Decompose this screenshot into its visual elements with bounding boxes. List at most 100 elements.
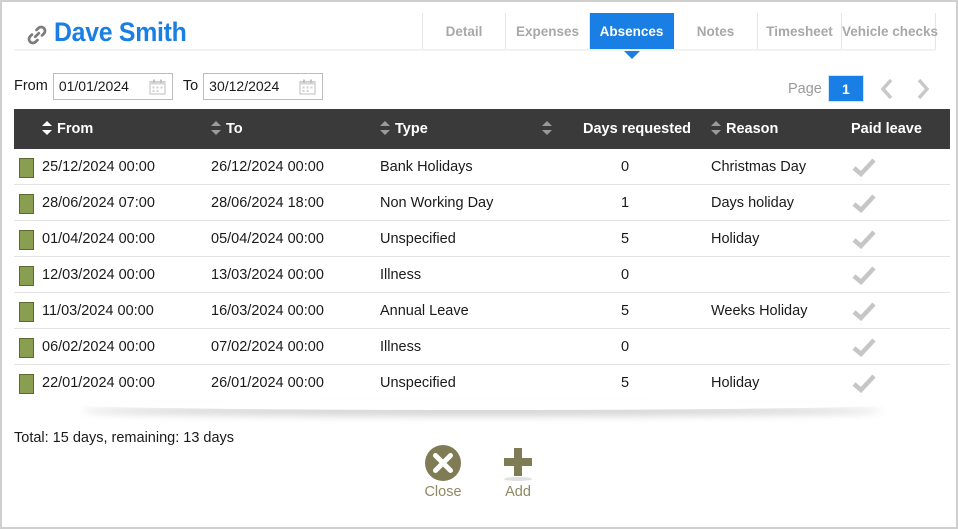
cell-to: 26/12/2024 00:00 — [211, 159, 324, 175]
checkmark-icon — [852, 230, 876, 249]
cell-reason: Holiday — [711, 375, 760, 391]
sort-icon — [542, 121, 552, 135]
next-page-button[interactable] — [908, 75, 938, 103]
cell-to: 26/01/2024 00:00 — [211, 375, 324, 391]
tab-absences[interactable]: Absences — [590, 13, 674, 59]
absence-color-swatch — [19, 266, 34, 286]
from-label: From — [14, 78, 48, 94]
header-divider — [14, 49, 936, 51]
checkmark-icon — [852, 158, 876, 177]
tab-detail[interactable]: Detail — [422, 13, 506, 49]
cell-from: 11/03/2024 00:00 — [42, 303, 154, 319]
absence-color-swatch — [19, 230, 34, 250]
table-row[interactable]: 12/03/2024 00:00 13/03/2024 00:00 Illnes… — [14, 257, 950, 293]
column-from[interactable]: From — [42, 109, 93, 149]
absence-total: Total: 15 days, remaining: 13 days — [14, 430, 235, 446]
cell-type: Illness — [380, 339, 422, 355]
tab-timesheet[interactable]: Timesheet — [758, 13, 842, 49]
table-header: From To Type Days requested Reason Paid … — [14, 109, 950, 149]
cell-type: Unspecified — [380, 375, 456, 391]
to-date-field[interactable] — [203, 72, 324, 100]
cell-reason: Christmas Day — [711, 159, 807, 175]
table-row[interactable]: 28/06/2024 07:00 28/06/2024 18:00 Non Wo… — [14, 185, 950, 221]
tab-vehicle-checks[interactable]: Vehicle checks — [842, 13, 938, 49]
absence-color-swatch — [19, 158, 34, 178]
tab-notes[interactable]: Notes — [674, 13, 758, 49]
cell-days: 5 — [621, 375, 630, 391]
add-label: Add — [505, 484, 531, 500]
cell-from: 22/01/2024 00:00 — [42, 375, 155, 391]
absence-color-swatch — [19, 302, 34, 322]
absences-table: From To Type Days requested Reason Paid … — [14, 109, 950, 401]
cell-type: Illness — [380, 267, 422, 283]
column-to[interactable]: To — [211, 109, 243, 149]
cell-days: 5 — [621, 231, 630, 247]
absence-color-swatch — [19, 338, 34, 358]
cell-to: 28/06/2024 18:00 — [211, 195, 324, 211]
cell-type: Annual Leave — [380, 303, 469, 319]
tab-expenses[interactable]: Expenses — [506, 13, 590, 49]
checkmark-icon — [852, 374, 876, 393]
column-paid-leave[interactable]: Paid leave — [851, 121, 922, 137]
absence-color-swatch — [19, 194, 34, 214]
cell-days: 0 — [621, 339, 630, 355]
sort-icon — [711, 121, 721, 135]
to-date-input[interactable] — [204, 73, 323, 99]
cell-to: 16/03/2024 00:00 — [211, 303, 324, 319]
close-icon — [425, 445, 461, 481]
calendar-icon[interactable] — [149, 79, 166, 95]
table-row[interactable]: 11/03/2024 00:00 16/03/2024 00:00 Annual… — [14, 293, 950, 329]
page-label: Page — [788, 80, 822, 97]
cell-to: 07/02/2024 00:00 — [211, 339, 324, 355]
header: Dave Smith Detail Expenses Absences Note… — [2, 2, 956, 59]
checkmark-icon — [852, 194, 876, 213]
absence-color-swatch — [19, 374, 34, 394]
table-row[interactable]: 06/02/2024 00:00 07/02/2024 00:00 Illnes… — [14, 329, 950, 365]
calendar-icon[interactable] — [299, 79, 316, 95]
checkmark-icon — [852, 338, 876, 357]
table-row[interactable]: 01/04/2024 00:00 05/04/2024 00:00 Unspec… — [14, 221, 950, 257]
from-date-field[interactable] — [52, 72, 173, 100]
to-label: To — [182, 78, 199, 94]
table-shadow — [82, 400, 882, 410]
close-label: Close — [424, 484, 462, 500]
cell-type: Non Working Day — [380, 195, 494, 211]
cell-to: 13/03/2024 00:00 — [211, 267, 324, 283]
cell-reason: Weeks Holiday — [711, 303, 808, 319]
cell-from: 28/06/2024 07:00 — [42, 195, 155, 211]
column-reason[interactable]: Reason — [711, 109, 778, 149]
cell-to: 05/04/2024 00:00 — [211, 231, 324, 247]
previous-page-button[interactable] — [872, 75, 902, 103]
cell-from: 25/12/2024 00:00 — [42, 159, 155, 175]
plus-icon — [504, 448, 532, 481]
checkmark-icon — [852, 266, 876, 285]
cell-type: Unspecified — [380, 231, 456, 247]
cell-days: 0 — [621, 159, 630, 175]
sort-icon — [211, 121, 221, 135]
cell-reason: Holiday — [711, 231, 760, 247]
cell-days: 5 — [621, 303, 630, 319]
page-number[interactable]: 1 — [827, 75, 864, 102]
link-icon — [27, 25, 47, 45]
from-date-input[interactable] — [53, 73, 172, 99]
chevron-left-icon — [880, 78, 893, 99]
pagination: Page 1 — [788, 75, 938, 102]
page-title: Dave Smith — [54, 17, 187, 47]
cell-from: 06/02/2024 00:00 — [42, 339, 155, 355]
checkmark-icon — [852, 302, 876, 321]
close-button[interactable]: Close — [413, 444, 473, 500]
table-row[interactable]: 25/12/2024 00:00 26/12/2024 00:00 Bank H… — [14, 149, 950, 185]
column-type[interactable]: Type — [380, 109, 428, 149]
sort-icon — [42, 121, 52, 135]
add-button[interactable]: Add — [488, 444, 548, 500]
cell-type: Bank Holidays — [380, 159, 473, 175]
table-row[interactable]: 22/01/2024 00:00 26/01/2024 00:00 Unspec… — [14, 365, 950, 401]
sort-icon — [380, 121, 390, 135]
tab-bar: Detail Expenses Absences Notes Timesheet… — [422, 13, 938, 59]
column-unnamed[interactable] — [542, 109, 557, 149]
chevron-right-icon — [917, 78, 930, 99]
cell-reason: Days holiday — [711, 195, 795, 211]
column-days-requested[interactable]: Days requested — [583, 121, 691, 137]
cell-days: 0 — [621, 267, 630, 283]
